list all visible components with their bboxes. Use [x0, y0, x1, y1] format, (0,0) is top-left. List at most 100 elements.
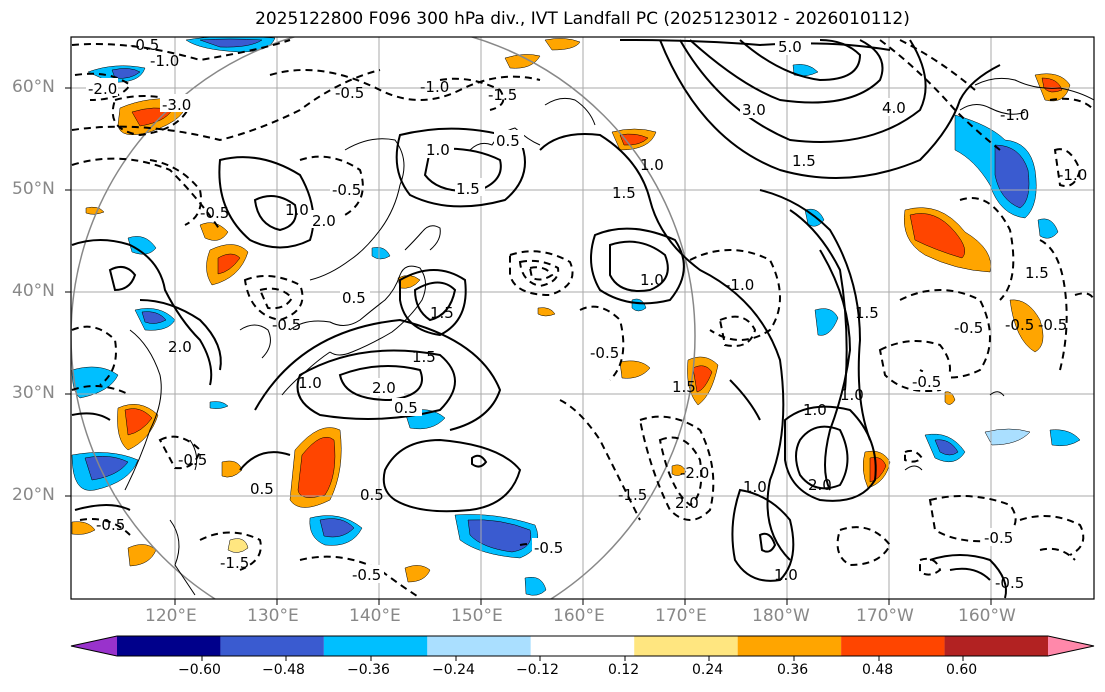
contour-line [471, 454, 488, 468]
shade-blob [994, 144, 1030, 209]
colorbar-tick-label: −0.12 [516, 662, 559, 678]
lat-label: 40°N [12, 281, 55, 301]
shade-blob [619, 360, 651, 379]
lon-label: 180°W [752, 606, 810, 626]
contour-label: 5.0 [778, 38, 802, 56]
shade-blob [984, 428, 1031, 446]
shade-blob [71, 366, 119, 399]
contour-label: 2.0 [372, 379, 396, 397]
contour-label: 1.5 [672, 378, 696, 396]
contour-label: -1.0 [1058, 166, 1087, 184]
contour-label: 0.5 [496, 132, 520, 150]
contour-label: -1.5 [488, 86, 517, 104]
landfall-region-circle [71, 37, 696, 599]
colorbar-tick-label: 0.24 [692, 662, 724, 678]
coastline [289, 274, 401, 331]
coastline [989, 391, 1005, 397]
shade-blob [85, 206, 105, 215]
contour-line [71, 325, 117, 386]
coastline [124, 329, 162, 491]
shade-blob [111, 68, 141, 79]
contour-line [74, 72, 132, 101]
contour-label: 1.0 [803, 401, 827, 419]
contour-label: -0.5 [272, 316, 301, 334]
contour-line [296, 349, 456, 420]
contour-line [518, 259, 560, 288]
contour-line [904, 449, 924, 463]
colorbar-tick-label: 0.48 [862, 662, 894, 678]
shade-blob [217, 253, 241, 275]
shade-blob [84, 455, 129, 481]
contour-label: -0.5 [1005, 316, 1034, 334]
colorbar-segment [841, 636, 945, 656]
contour-label: 1.5 [456, 180, 480, 198]
contour-label: -0.5 [954, 319, 983, 337]
shade-blob [814, 308, 839, 336]
contour-label: -0.5 [1038, 316, 1067, 334]
contour-label: 0.5 [250, 480, 274, 498]
contour-line [731, 488, 795, 582]
axis-ticks [65, 87, 992, 605]
contour-label: 1.5 [430, 304, 454, 322]
contour-line [413, 281, 457, 322]
contour-line [899, 289, 991, 379]
contour-line [158, 435, 202, 470]
contour-label: 0.5 [394, 399, 418, 417]
contour-line [71, 239, 213, 386]
contour-label: 0.5 [342, 289, 366, 307]
lat-label: 30°N [12, 383, 55, 403]
contour-line [758, 532, 777, 553]
contour-line [1039, 547, 1076, 561]
contour-line [509, 250, 574, 297]
contour-line [71, 39, 291, 62]
colorbar-segment [634, 636, 738, 656]
contour-line [784, 405, 877, 502]
coastline [239, 324, 271, 359]
contour-label: -1.0 [1000, 106, 1029, 124]
coastline [329, 265, 426, 356]
shade-blob [504, 54, 541, 69]
contour-line [689, 39, 884, 104]
contour-line [919, 557, 942, 576]
shade-blob [1037, 218, 1059, 239]
colorbar-tick-label: 0.12 [608, 662, 640, 678]
contour-label: 1.5 [792, 152, 816, 170]
contour-line [243, 275, 304, 322]
shade-blob [319, 518, 355, 538]
contour-label: 1.5 [612, 184, 636, 202]
shade-blob [199, 38, 263, 48]
lat-label: 50°N [12, 179, 55, 199]
contour-line [679, 39, 927, 143]
shade-blob [934, 439, 959, 456]
contour-line [619, 39, 891, 51]
shade-blob [209, 401, 229, 409]
contour-line [836, 526, 892, 567]
contour-label: -2.0 [680, 464, 709, 482]
contour-label: 4.0 [882, 99, 906, 117]
coastline [974, 77, 1094, 101]
contour-line [439, 77, 505, 111]
contour-line [689, 249, 781, 341]
contour-label: 1.0 [743, 478, 767, 496]
contour-line [658, 436, 703, 507]
colorbar-segment [117, 636, 221, 656]
contour-label: 0.5 [360, 486, 384, 504]
colorbar-segment [530, 636, 635, 656]
contour-line [395, 127, 526, 208]
contour-line [929, 554, 1007, 599]
contour-line [949, 567, 991, 581]
shade-blob [141, 311, 167, 324]
colorbar-tick-label: −0.48 [262, 662, 305, 678]
lon-label: 160°W [958, 606, 1016, 626]
contour-line [71, 69, 381, 142]
contour-label: 1.0 [285, 201, 309, 219]
contour-label: 2.0 [808, 476, 832, 494]
contour-line [382, 438, 522, 513]
solid-contours [71, 39, 1007, 599]
contour-label: 1.0 [298, 374, 322, 392]
contour-line [739, 39, 862, 82]
contour-line [79, 518, 131, 536]
contour-line [1074, 292, 1094, 301]
lon-label: 130°E [247, 606, 299, 626]
contour-line [338, 365, 423, 402]
